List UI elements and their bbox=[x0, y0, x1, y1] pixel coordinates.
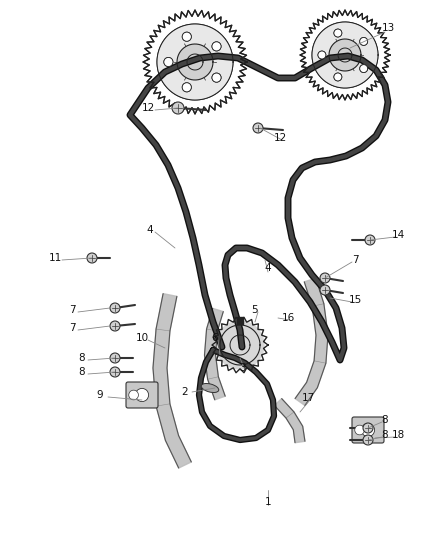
Circle shape bbox=[212, 42, 221, 51]
Circle shape bbox=[157, 24, 233, 100]
Circle shape bbox=[87, 253, 97, 263]
Polygon shape bbox=[274, 399, 305, 443]
Circle shape bbox=[182, 83, 191, 92]
Circle shape bbox=[334, 73, 342, 81]
Text: 1: 1 bbox=[265, 497, 271, 507]
Text: 7: 7 bbox=[69, 323, 75, 333]
Text: 8: 8 bbox=[79, 367, 85, 377]
Text: 15: 15 bbox=[348, 295, 362, 305]
Circle shape bbox=[172, 102, 184, 114]
Text: 8: 8 bbox=[381, 430, 389, 440]
Text: 14: 14 bbox=[392, 230, 405, 240]
Text: 4: 4 bbox=[265, 263, 271, 273]
Circle shape bbox=[135, 389, 148, 401]
Text: 16: 16 bbox=[281, 313, 295, 323]
Polygon shape bbox=[205, 309, 225, 400]
Text: 7: 7 bbox=[352, 255, 358, 265]
Circle shape bbox=[361, 423, 374, 437]
Circle shape bbox=[360, 37, 367, 45]
FancyBboxPatch shape bbox=[126, 382, 158, 408]
Text: 8: 8 bbox=[381, 415, 389, 425]
Text: 6: 6 bbox=[212, 333, 218, 343]
Text: 17: 17 bbox=[301, 393, 314, 403]
Circle shape bbox=[360, 64, 367, 72]
Circle shape bbox=[129, 390, 138, 400]
Circle shape bbox=[110, 321, 120, 331]
Circle shape bbox=[312, 22, 378, 88]
Circle shape bbox=[320, 273, 330, 283]
Circle shape bbox=[334, 29, 342, 37]
Text: 4: 4 bbox=[147, 225, 153, 235]
Text: 2: 2 bbox=[182, 387, 188, 397]
Circle shape bbox=[318, 51, 326, 59]
Text: 12: 12 bbox=[273, 133, 286, 143]
Text: 18: 18 bbox=[392, 430, 405, 440]
Circle shape bbox=[164, 58, 173, 67]
FancyBboxPatch shape bbox=[352, 417, 384, 443]
Text: 11: 11 bbox=[48, 253, 62, 263]
Ellipse shape bbox=[201, 383, 219, 392]
Text: 10: 10 bbox=[135, 333, 148, 343]
Polygon shape bbox=[295, 278, 328, 406]
Circle shape bbox=[329, 39, 361, 71]
Text: 7: 7 bbox=[69, 305, 75, 315]
Circle shape bbox=[110, 353, 120, 363]
Circle shape bbox=[212, 42, 221, 51]
Text: 9: 9 bbox=[97, 390, 103, 400]
Circle shape bbox=[355, 425, 364, 435]
Circle shape bbox=[182, 83, 191, 92]
Circle shape bbox=[360, 37, 367, 45]
Circle shape bbox=[334, 73, 342, 81]
Text: 8: 8 bbox=[79, 353, 85, 363]
Circle shape bbox=[334, 29, 342, 37]
Text: 13: 13 bbox=[381, 23, 395, 33]
Circle shape bbox=[360, 64, 367, 72]
Circle shape bbox=[253, 123, 263, 133]
Circle shape bbox=[110, 367, 120, 377]
Circle shape bbox=[212, 73, 221, 82]
Circle shape bbox=[182, 32, 191, 41]
Circle shape bbox=[164, 58, 173, 67]
Circle shape bbox=[318, 51, 326, 59]
Circle shape bbox=[182, 32, 191, 41]
Circle shape bbox=[363, 435, 373, 445]
Polygon shape bbox=[153, 294, 191, 468]
Circle shape bbox=[215, 320, 265, 370]
Circle shape bbox=[110, 303, 120, 313]
Text: 3: 3 bbox=[239, 363, 245, 373]
Circle shape bbox=[177, 44, 213, 80]
Text: 5: 5 bbox=[252, 305, 258, 315]
Circle shape bbox=[212, 73, 221, 82]
Circle shape bbox=[320, 285, 330, 295]
Text: 12: 12 bbox=[141, 103, 155, 113]
Circle shape bbox=[363, 423, 373, 433]
Circle shape bbox=[365, 235, 375, 245]
